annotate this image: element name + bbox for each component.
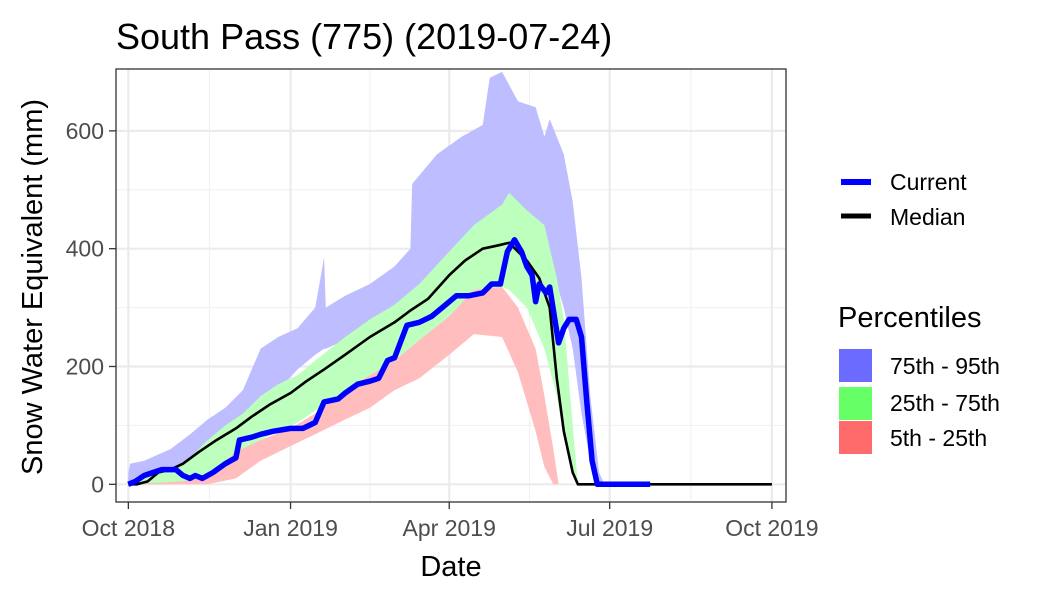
x-axis: Oct 2018 Jan 2019 Apr 2019 Jul 2019 Oct 2019 xyxy=(82,502,819,541)
legend-label-75-95: 75th - 95th xyxy=(890,353,1000,379)
x-tick-label: Jan 2019 xyxy=(243,515,338,541)
y-tick-label: 0 xyxy=(91,471,104,497)
x-tick-label: Apr 2019 xyxy=(403,515,496,541)
x-tick-label: Oct 2018 xyxy=(82,515,175,541)
percentile-bands xyxy=(128,71,605,485)
plot-border xyxy=(115,68,787,503)
legend: Current Median Percentiles 75th - 95th 2… xyxy=(838,169,1000,454)
series-line-current xyxy=(127,237,651,488)
y-axis: 0 200 400 600 xyxy=(66,118,116,497)
series-lines xyxy=(127,237,772,488)
legend-label-median: Median xyxy=(890,204,965,230)
y-tick-label: 600 xyxy=(66,118,104,144)
x-axis-title: Date xyxy=(420,551,481,583)
legend-label-5-25: 5th - 25th xyxy=(890,425,987,451)
legend-swatch-75-95 xyxy=(839,349,872,382)
y-tick-label: 200 xyxy=(66,354,104,380)
x-tick-label: Oct 2019 xyxy=(725,515,818,541)
series-line-median xyxy=(128,241,772,486)
y-tick-label: 400 xyxy=(66,236,104,262)
band-5th-25th xyxy=(128,287,559,485)
x-tick-label: Jul 2019 xyxy=(566,515,653,541)
y-axis-title: Snow Water Equivalent (mm) xyxy=(17,99,49,475)
legend-swatch-25-75 xyxy=(839,387,872,420)
band-25th-75th xyxy=(128,192,578,485)
chart-title: South Pass (775) (2019-07-24) xyxy=(116,16,612,57)
legend-title-percentiles: Percentiles xyxy=(838,302,981,334)
legend-label-25-75: 25th - 75th xyxy=(890,390,1000,416)
legend-swatch-5-25 xyxy=(839,421,872,454)
band-75th-95th xyxy=(128,71,605,485)
legend-label-current: Current xyxy=(890,169,967,195)
